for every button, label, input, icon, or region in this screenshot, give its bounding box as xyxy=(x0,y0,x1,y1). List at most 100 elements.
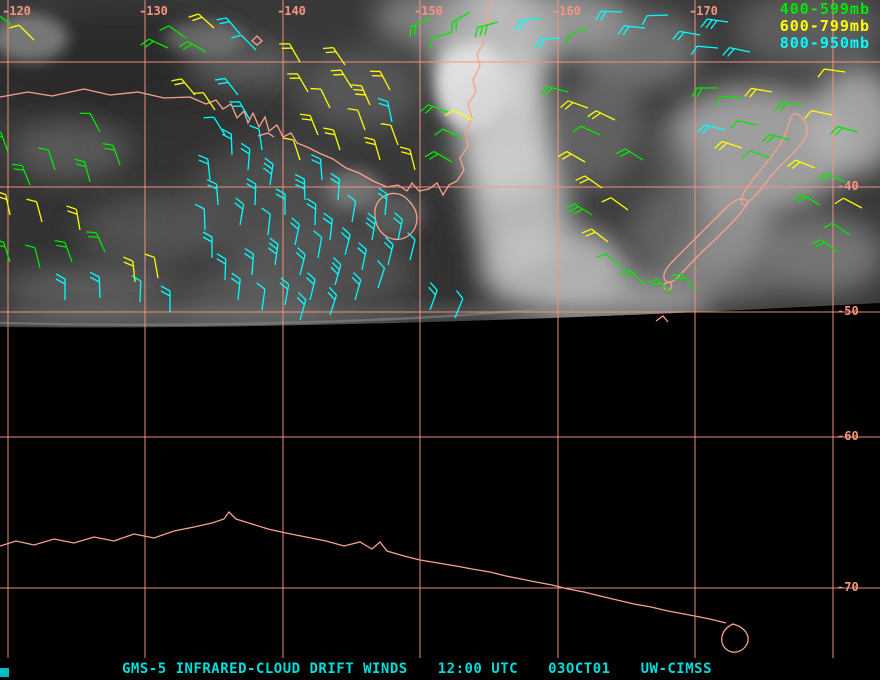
wind-barb xyxy=(428,282,438,311)
wind-barb xyxy=(294,173,306,201)
wind-barb xyxy=(409,17,431,38)
wind-barb xyxy=(534,37,561,50)
wind-barb xyxy=(74,158,91,183)
cloud-field xyxy=(0,0,880,328)
coastline-antarctica xyxy=(0,510,727,624)
wind-barb xyxy=(178,40,207,53)
wind-barb xyxy=(393,212,404,241)
wind-barb xyxy=(267,237,279,266)
wind-barb xyxy=(261,207,271,236)
wind-barb xyxy=(722,46,751,57)
wind-barb xyxy=(262,157,274,186)
wind-barb xyxy=(407,232,416,261)
wind-barb xyxy=(347,108,366,131)
wind-barb xyxy=(557,150,586,163)
wind-barb xyxy=(26,198,43,223)
wind-barb xyxy=(275,188,286,215)
wind-barb xyxy=(641,14,669,26)
coastline-tasmania xyxy=(374,192,418,241)
wind-barb xyxy=(240,142,251,171)
wind-barb xyxy=(0,130,9,153)
coastline-australia-south xyxy=(0,0,494,197)
wind-barb xyxy=(587,110,616,121)
wind-barb xyxy=(203,116,226,136)
wind-barb xyxy=(377,187,388,216)
wind-barb xyxy=(540,85,569,96)
cursor-block xyxy=(0,668,9,677)
wind-barb xyxy=(340,227,351,256)
wind-barb xyxy=(697,124,726,135)
wind-barb xyxy=(671,273,696,291)
wind-barb xyxy=(192,91,216,111)
wind-barb xyxy=(310,87,331,109)
wind-barb xyxy=(615,148,644,161)
wind-barb xyxy=(216,253,227,281)
wind-barb xyxy=(216,17,241,35)
wind-barb xyxy=(383,237,394,266)
wind-barb xyxy=(160,285,171,312)
coastline-nz-south-island xyxy=(663,198,749,283)
legend-item-upper: 400-599mb xyxy=(779,0,870,18)
wind-barb xyxy=(420,104,449,114)
wind-barb xyxy=(364,136,381,161)
wind-barb xyxy=(214,77,239,96)
wind-barb xyxy=(700,18,729,30)
wind-barb xyxy=(306,198,317,226)
wind-barb xyxy=(330,69,353,89)
wind-barb xyxy=(79,112,101,133)
wind-barb xyxy=(424,150,453,163)
wind-barb xyxy=(575,175,603,189)
caption-bar: GMS-5 INFRARED-CLOUD DRIFT WINDS 12:00 U… xyxy=(0,658,880,680)
coastlines xyxy=(0,0,808,653)
wind-barb xyxy=(296,292,307,321)
wind-barb xyxy=(144,253,159,279)
wind-barb xyxy=(617,25,646,36)
wind-barb xyxy=(572,125,601,136)
wind-barb xyxy=(811,239,839,253)
wind-barb xyxy=(581,228,609,243)
wind-barb xyxy=(429,31,453,49)
wind-barb xyxy=(299,113,319,136)
wind-barb xyxy=(322,212,333,241)
wind-barb xyxy=(787,159,816,169)
pressure-level-legend: 400-599mb 600-799mb 800-950mb xyxy=(780,1,870,52)
wind-barb xyxy=(140,38,169,49)
wind-barb xyxy=(357,242,368,271)
wind-barb-layer xyxy=(0,10,863,321)
wind-barb xyxy=(188,13,215,29)
wind-barb xyxy=(246,178,257,206)
wind-barb xyxy=(595,10,623,21)
wind-barb xyxy=(672,30,701,41)
coastline-small-island xyxy=(251,35,263,46)
wind-barb xyxy=(290,217,301,246)
wind-barb xyxy=(279,277,290,306)
coastline-nz-north-island xyxy=(740,112,808,206)
wind-barb xyxy=(206,179,219,206)
wind-barb xyxy=(0,239,11,263)
wind-barb xyxy=(369,70,391,91)
wind-barb xyxy=(380,123,399,146)
wind-barb xyxy=(351,84,371,106)
caption-time: 12:00 UTC xyxy=(437,661,519,677)
wind-barb xyxy=(287,73,309,93)
coastline-antarctic-peninsula xyxy=(721,623,749,653)
wind-barb xyxy=(601,197,629,211)
wind-barb xyxy=(596,253,623,269)
latlon-grid xyxy=(0,0,880,660)
caption-date: 03OCT01 xyxy=(548,661,611,677)
wind-barb xyxy=(123,256,136,283)
wind-barb xyxy=(89,271,101,299)
caption-source: UW-CIMSS xyxy=(640,661,713,677)
wind-barb xyxy=(399,146,416,171)
wind-barb xyxy=(560,100,589,110)
wind-barb xyxy=(474,21,499,38)
wind-barb xyxy=(230,272,241,301)
legend-item-middle: 600-799mb xyxy=(779,17,870,35)
wind-barb xyxy=(229,101,251,121)
wind-barb xyxy=(159,25,187,39)
wind-barb xyxy=(744,87,773,98)
wind-barb xyxy=(690,45,719,56)
wind-barb xyxy=(55,273,66,300)
